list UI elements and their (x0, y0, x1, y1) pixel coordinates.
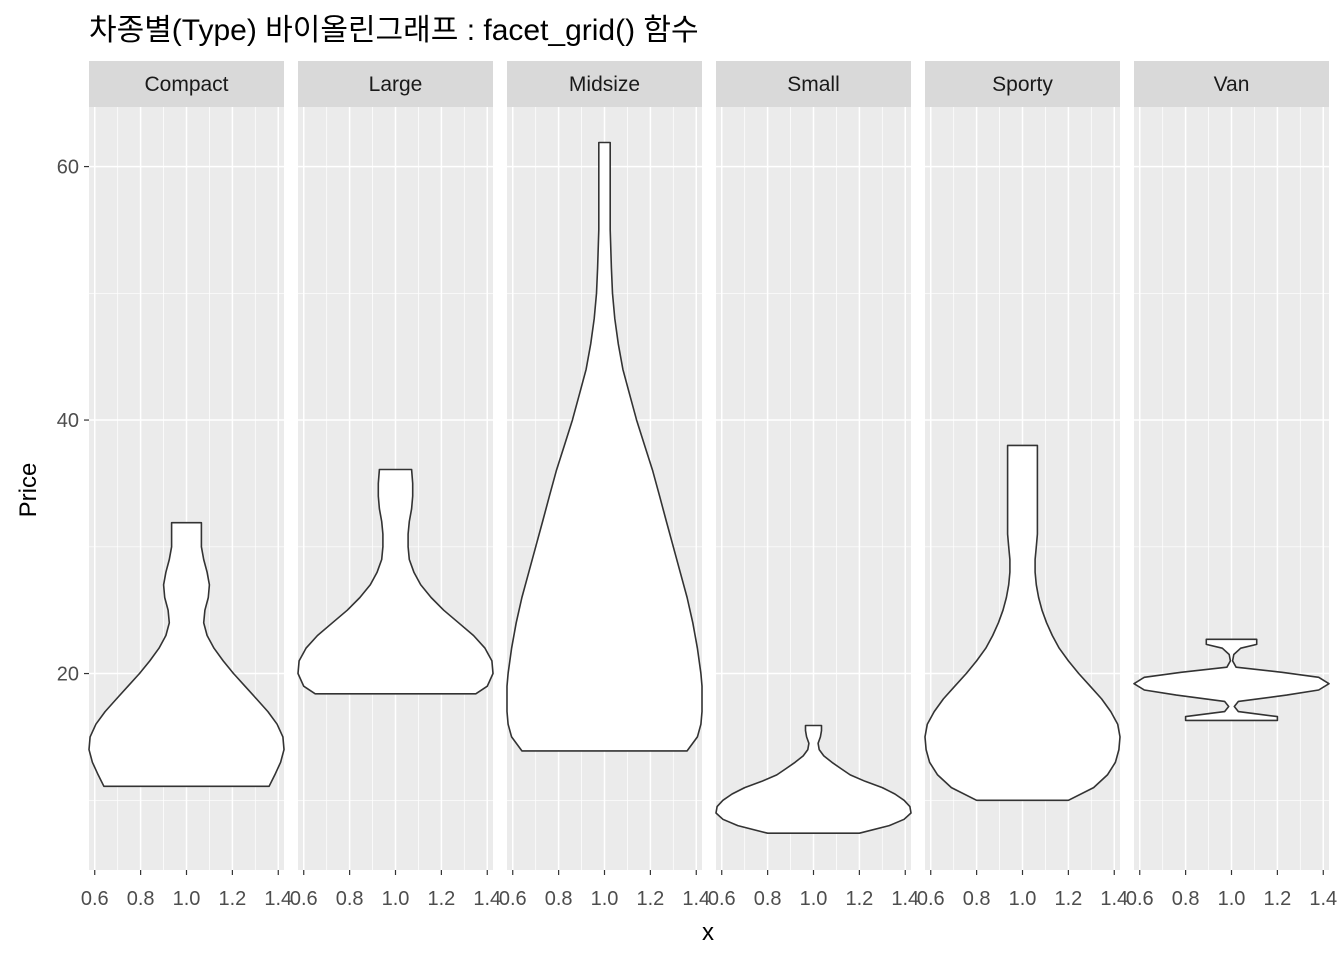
x-tick-label: 1.4 (473, 888, 501, 910)
x-tick-label: 0.6 (290, 888, 318, 910)
violin-midsize (506, 141, 703, 752)
x-tick-label: 1.4 (264, 888, 292, 910)
violin-large (297, 468, 494, 695)
facet-panel-van: Van 0.6 0.8 1.0 1.2 1.4 (1126, 61, 1337, 910)
x-tick-label: 0.6 (499, 888, 527, 910)
x-tick-label: 0.8 (963, 888, 991, 910)
facet-strip (507, 61, 702, 107)
x-tick-label: 1.2 (1263, 888, 1291, 910)
x-tick-label: 1.0 (591, 888, 619, 910)
x-tick-label: 1.2 (1054, 888, 1082, 910)
y-tick-label: 40 (57, 410, 79, 432)
x-tick-label: 1.0 (1009, 888, 1037, 910)
x-tick-label: 0.8 (336, 888, 364, 910)
facet-strip (298, 61, 493, 107)
x-tick-label: 1.4 (891, 888, 919, 910)
violin-sporty (924, 444, 1121, 802)
facet-strip-label: Large (369, 73, 423, 96)
facet-strip-label: Midsize (569, 73, 640, 96)
facet-strip-label: Sporty (992, 73, 1053, 96)
facet-panel-midsize: Midsize 0.6 0.8 1.0 1.2 1.4 (499, 61, 710, 910)
x-tick-label: 0.6 (81, 888, 109, 910)
facet-strip (716, 61, 911, 107)
x-tick-label: 0.6 (1126, 888, 1154, 910)
x-tick-label: 0.8 (1172, 888, 1200, 910)
x-tick-label: 1.0 (800, 888, 828, 910)
chart-title: 차종별(Type) 바이올린그래프 : facet_grid() 함수 (89, 14, 699, 47)
x-tick-label: 1.2 (218, 888, 246, 910)
facet-panel-small: Small 0.6 0.8 1.0 1.2 1.4 (708, 61, 919, 910)
x-tick-label: 1.0 (382, 888, 410, 910)
violin-van (1133, 638, 1330, 722)
x-tick-label: 1.2 (427, 888, 455, 910)
x-tick-label: 0.8 (127, 888, 155, 910)
x-tick-label: 1.0 (1218, 888, 1246, 910)
y-axis: 20 40 60 (57, 157, 89, 686)
x-tick-label: 0.6 (708, 888, 736, 910)
x-tick-label: 0.6 (917, 888, 945, 910)
y-tick-label: 20 (57, 664, 79, 686)
x-tick-label: 1.4 (682, 888, 710, 910)
facet-panel-compact: Compact 0.6 0.8 1.0 1.2 1.4 (81, 61, 292, 910)
violin-small (715, 724, 912, 834)
facet-panels: Compact 0.6 0.8 1.0 1.2 1.4 Large 0.6 0.8 1.0 1.2 1… (81, 61, 1337, 910)
facet-strip (89, 61, 284, 107)
facet-strip-label: Compact (144, 73, 228, 96)
facet-panel-large: Large 0.6 0.8 1.0 1.2 1.4 (290, 61, 501, 910)
facet-strip (1134, 61, 1329, 107)
x-tick-label: 1.4 (1100, 888, 1128, 910)
y-axis-title: Price (15, 463, 42, 518)
x-tick-label: 1.0 (173, 888, 201, 910)
x-tick-label: 1.2 (845, 888, 873, 910)
x-tick-label: 1.2 (636, 888, 664, 910)
x-tick-label: 0.8 (754, 888, 782, 910)
facet-strip-label: Small (787, 73, 840, 96)
x-axis-title: x (702, 919, 714, 946)
y-tick-label: 60 (57, 157, 79, 179)
x-tick-label: 1.4 (1309, 888, 1337, 910)
facet-strip-label: Van (1214, 73, 1250, 96)
x-tick-label: 0.8 (545, 888, 573, 910)
violin-compact (88, 521, 285, 788)
facet-strip (925, 61, 1120, 107)
facet-panel-sporty: Sporty 0.6 0.8 1.0 1.2 1.4 (917, 61, 1128, 910)
